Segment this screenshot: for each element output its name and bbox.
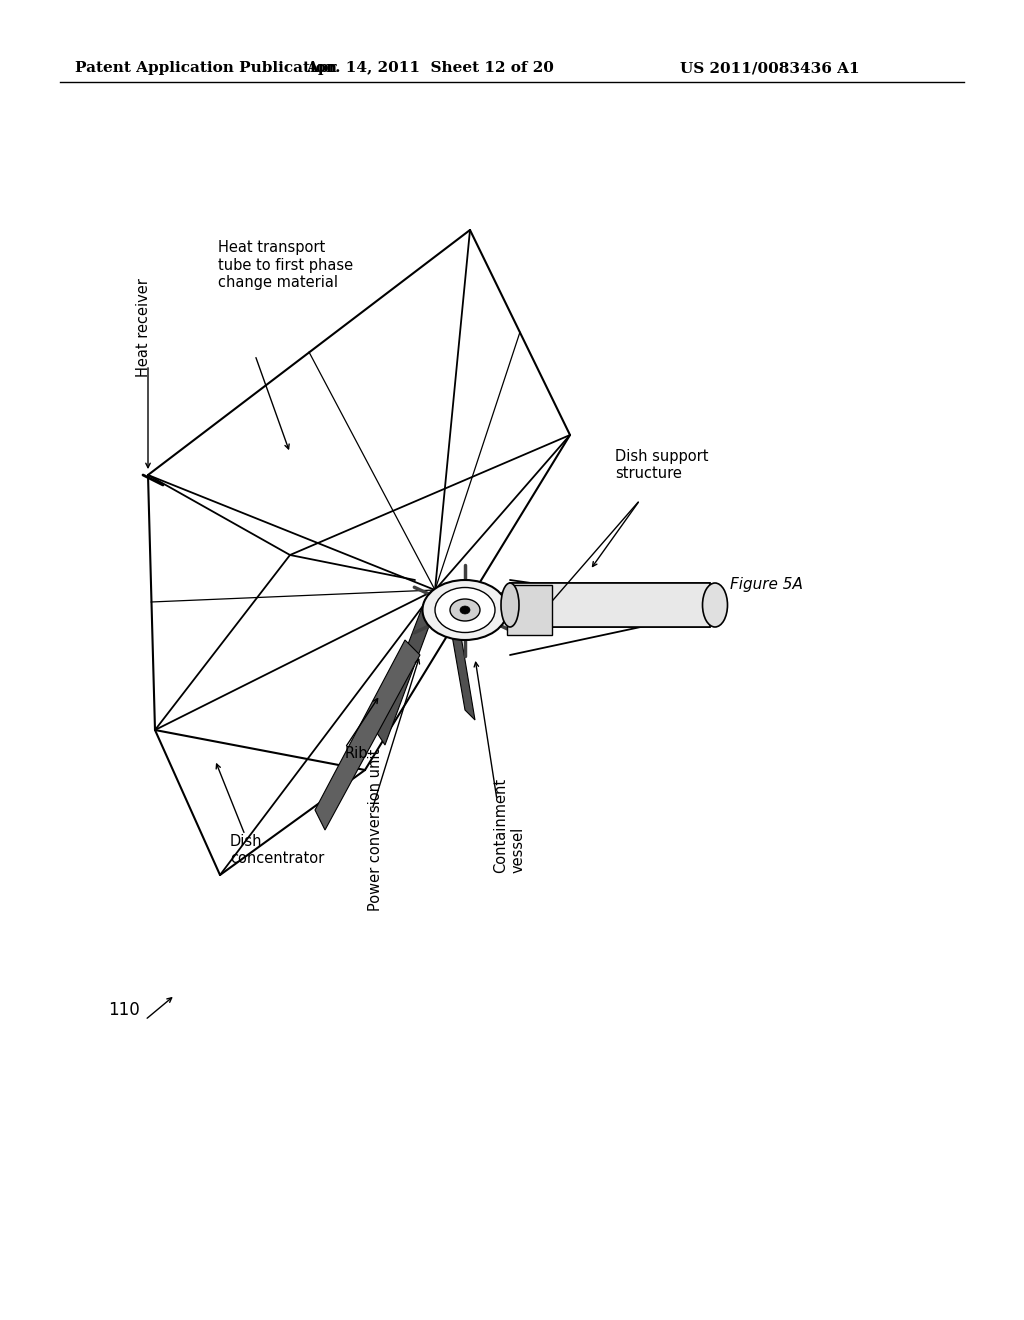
Bar xyxy=(507,585,552,635)
Polygon shape xyxy=(445,595,475,719)
Text: Dish support
structure: Dish support structure xyxy=(615,449,709,482)
Ellipse shape xyxy=(501,583,519,627)
Text: Rib: Rib xyxy=(345,746,369,760)
Ellipse shape xyxy=(435,587,495,632)
Text: Heat receiver: Heat receiver xyxy=(136,279,151,378)
Text: US 2011/0083436 A1: US 2011/0083436 A1 xyxy=(680,61,859,75)
Text: 110: 110 xyxy=(108,1001,139,1019)
Text: Patent Application Publication: Patent Application Publication xyxy=(75,61,337,75)
Bar xyxy=(510,583,710,627)
Text: Power conversion unit: Power conversion unit xyxy=(368,748,383,911)
Polygon shape xyxy=(375,601,435,744)
Text: Heat transport
tube to first phase
change material: Heat transport tube to first phase chang… xyxy=(218,240,353,290)
Ellipse shape xyxy=(450,599,480,620)
Text: Apr. 14, 2011  Sheet 12 of 20: Apr. 14, 2011 Sheet 12 of 20 xyxy=(306,61,554,75)
Ellipse shape xyxy=(423,579,508,640)
Text: Dish
concentrator: Dish concentrator xyxy=(230,834,325,866)
Ellipse shape xyxy=(460,606,470,614)
Polygon shape xyxy=(315,640,420,830)
Ellipse shape xyxy=(702,583,727,627)
Text: Figure 5A: Figure 5A xyxy=(730,578,803,593)
Text: Containment
vessel: Containment vessel xyxy=(493,777,525,873)
